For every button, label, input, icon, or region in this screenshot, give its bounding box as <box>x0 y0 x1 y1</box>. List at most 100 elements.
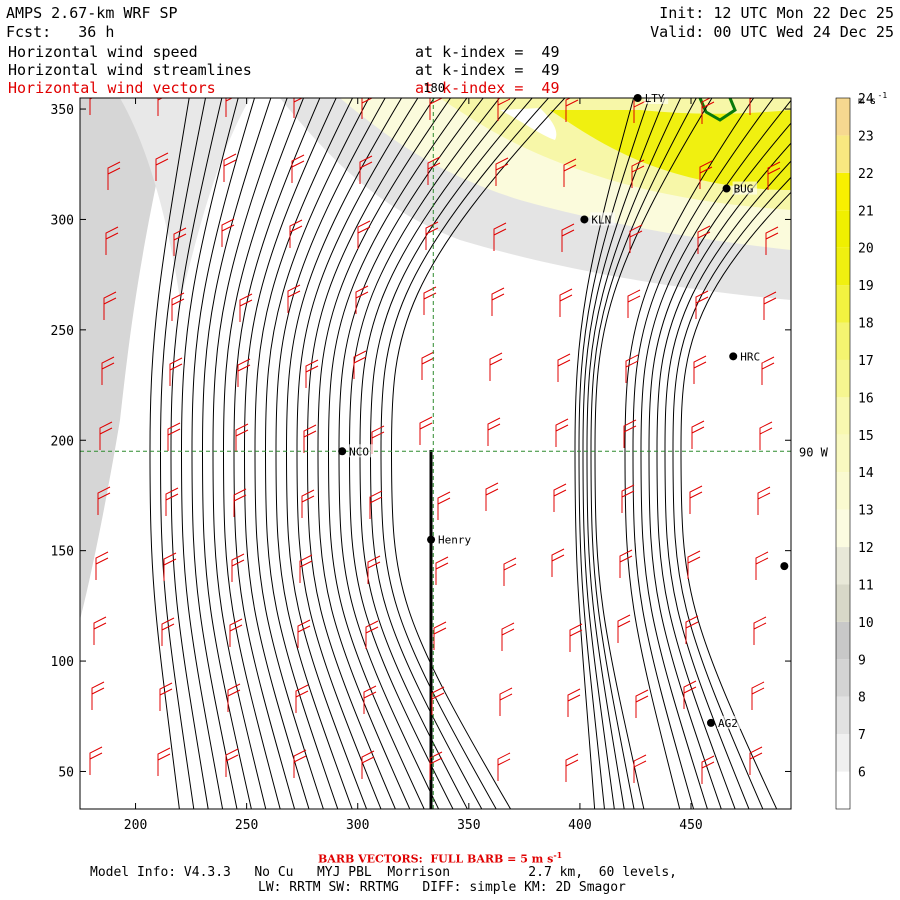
wind-barb <box>225 748 239 777</box>
streamline <box>275 98 386 809</box>
wind-barb <box>353 350 367 379</box>
wind-barb <box>295 684 309 713</box>
wind-barb <box>367 555 381 584</box>
plot-frame <box>79 97 792 810</box>
colorbar-swatch <box>836 98 850 136</box>
barb-note-unit-exp: -1 <box>553 850 563 860</box>
wind-barb <box>97 486 111 515</box>
init-time: Init: 12 UTC Mon 22 Dec 25 <box>659 4 894 22</box>
wind-barb <box>419 416 433 445</box>
valid-time: Valid: 00 UTC Wed 24 Dec 25 <box>650 23 894 41</box>
station-label-bg <box>348 444 373 458</box>
colorbar-label: 21 <box>858 204 874 219</box>
x-tick-label: 450 <box>679 818 702 833</box>
wind-barb <box>749 98 754 115</box>
streamline <box>170 98 223 809</box>
colorbar-label: 6 <box>858 766 866 781</box>
wind-barb <box>103 291 117 320</box>
streamline <box>648 122 791 809</box>
colorbar-unit: m s <box>858 96 876 107</box>
streamline <box>327 98 468 809</box>
streamline <box>306 98 435 809</box>
wind-barb <box>485 482 499 511</box>
wind-barb <box>753 616 767 645</box>
station-label: HRC <box>740 350 760 363</box>
y-tick-label: 350 <box>51 103 74 118</box>
axes: 200 250 300 350 400 450 50 100 150 200 250 300 350 <box>51 98 791 833</box>
wind-barb <box>691 420 705 449</box>
streamline <box>264 98 370 809</box>
wind-barb <box>497 98 511 121</box>
field-name-streamlines: Horizontal wind streamlines <box>8 61 252 79</box>
shade-west-band <box>80 98 175 620</box>
streamline <box>296 98 419 809</box>
station-label: AG2 <box>718 717 738 730</box>
streamline <box>380 98 550 809</box>
colorbar-unit-exp: -1 <box>878 91 888 100</box>
wind-barb <box>227 683 241 712</box>
colorbar-label: 11 <box>858 578 874 593</box>
wind-barb <box>765 226 779 255</box>
field-level-wind-speed: at k-index = 49 <box>415 43 560 61</box>
field-name-wind-speed: Horizontal wind speed <box>8 43 198 61</box>
wind-barb <box>89 746 103 775</box>
wind-barb <box>623 419 637 448</box>
colorbar-swatch <box>836 734 850 772</box>
colorbar-swatch <box>836 135 850 173</box>
wind-barb <box>167 422 181 451</box>
wind-barb <box>165 487 179 516</box>
wind-barb <box>631 159 645 188</box>
barb-note-text: BARB VECTORS: FULL BARB = 5 m s <box>318 852 554 866</box>
wind-speed-shading <box>80 98 791 809</box>
wind-barb <box>567 688 581 717</box>
wind-barb <box>427 156 441 185</box>
streamline <box>191 98 256 809</box>
colorbar-swatch <box>836 547 850 585</box>
colorbar-label: 10 <box>858 616 874 631</box>
wind-barb <box>767 161 781 190</box>
wind-barb <box>689 485 703 514</box>
station-dot <box>780 562 789 571</box>
wind-barb <box>171 292 185 321</box>
wind-barb <box>223 153 237 182</box>
colorbar-swatch <box>836 659 850 697</box>
wind-barb <box>229 618 243 647</box>
forecast-hour: Fcst: 36 h <box>6 23 115 41</box>
station-label-bg <box>717 715 742 729</box>
colorbar-label: 9 <box>858 653 866 668</box>
model-title: AMPS 2.67-km WRF SP <box>6 4 178 22</box>
wind-barb <box>499 687 513 716</box>
wind-barb <box>625 354 639 383</box>
wind-barb <box>495 157 509 186</box>
streamline <box>285 98 403 809</box>
streamline <box>254 98 354 809</box>
y-tick-label: 300 <box>51 213 74 228</box>
wind-barb <box>89 98 94 115</box>
station-label-bg <box>590 212 615 226</box>
wind-barb <box>355 285 369 314</box>
colorbar-swatch <box>836 696 850 735</box>
colorbar-swatch <box>836 621 850 660</box>
colorbar-swatch <box>836 771 850 809</box>
wind-barb <box>433 621 447 650</box>
wind-barb <box>757 486 771 515</box>
x-tick-label: 400 <box>568 818 591 833</box>
wind-barb <box>621 484 635 513</box>
reference-lines: 180 90 W <box>80 81 829 809</box>
wind-barb <box>701 755 715 784</box>
physics-info: LW: RRTM SW: RRTMG DIFF: simple KM: 2D S… <box>258 880 626 895</box>
streamline <box>149 98 190 809</box>
wind-barb <box>303 424 317 453</box>
wind-barb <box>157 747 171 776</box>
wind-barb <box>291 154 305 183</box>
wind-barb <box>685 615 699 644</box>
field-level-vectors: at k-index = 49 <box>415 79 560 97</box>
station-label-bg <box>437 532 477 546</box>
wind-barb <box>493 222 507 251</box>
wind-barb <box>633 754 647 783</box>
colorbar-swatch <box>836 322 850 360</box>
shade-north-bright <box>550 110 791 190</box>
streamline <box>574 98 635 809</box>
streamline <box>672 176 791 809</box>
